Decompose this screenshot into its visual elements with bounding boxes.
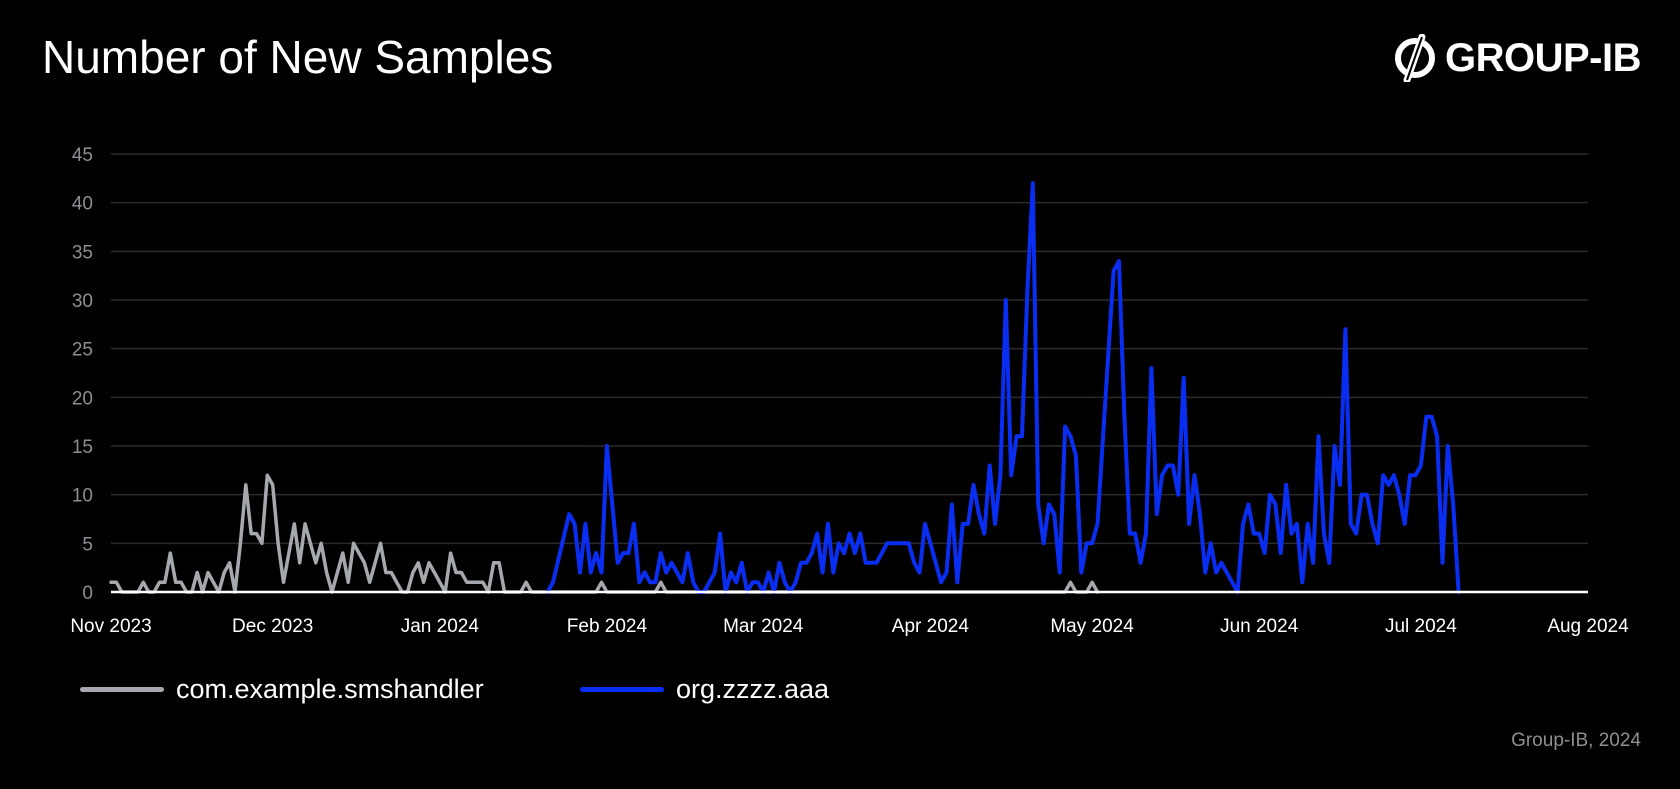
credit-text: Group-IB, 2024 xyxy=(1511,730,1641,751)
brand-logo: GROUP-IB xyxy=(1393,34,1642,82)
group-ib-logo-icon xyxy=(1395,34,1435,82)
legend-swatch xyxy=(80,687,164,692)
series-line-1 xyxy=(545,181,1461,594)
x-tick-label: Jun 2024 xyxy=(1220,616,1299,637)
y-tick-label: 20 xyxy=(72,388,93,409)
x-tick-label: Aug 2024 xyxy=(1547,616,1629,637)
legend-swatch xyxy=(580,687,664,692)
y-tick-label: 35 xyxy=(72,242,93,263)
legend-item-zzzz: org.zzzz.aaa xyxy=(580,674,829,705)
legend-label: com.example.smshandler xyxy=(176,674,484,704)
y-tick-label: 10 xyxy=(72,486,93,507)
x-tick-label: Apr 2024 xyxy=(892,616,970,637)
y-tick-label: 5 xyxy=(82,534,93,555)
legend-item-smshandler: com.example.smshandler xyxy=(80,674,484,705)
chart-series xyxy=(109,181,1461,594)
legend-label: org.zzzz.aaa xyxy=(676,674,830,704)
y-axis: 0 5 10 15 20 25 30 35 40 45 xyxy=(72,145,93,604)
brand-name: GROUP-IB xyxy=(1445,35,1642,80)
y-tick-label: 30 xyxy=(72,291,93,312)
x-tick-label: Jul 2024 xyxy=(1385,616,1457,637)
y-tick-label: 15 xyxy=(72,437,93,458)
page-title: Number of New Samples xyxy=(42,31,554,83)
y-tick-label: 25 xyxy=(72,340,93,361)
x-tick-label: Mar 2024 xyxy=(723,616,804,637)
y-tick-label: 0 xyxy=(82,583,93,604)
y-tick-label: 45 xyxy=(72,145,93,166)
x-tick-label: Jan 2024 xyxy=(401,616,480,637)
x-tick-label: Dec 2023 xyxy=(232,616,313,637)
x-tick-label: May 2024 xyxy=(1050,616,1134,637)
x-tick-label: Nov 2023 xyxy=(70,616,151,637)
x-axis: Nov 2023 Dec 2023 Jan 2024 Feb 2024 Mar 2024… xyxy=(70,616,1629,637)
x-tick-label: Feb 2024 xyxy=(567,616,648,637)
chart-grid xyxy=(111,153,1588,545)
y-tick-label: 40 xyxy=(72,194,93,215)
